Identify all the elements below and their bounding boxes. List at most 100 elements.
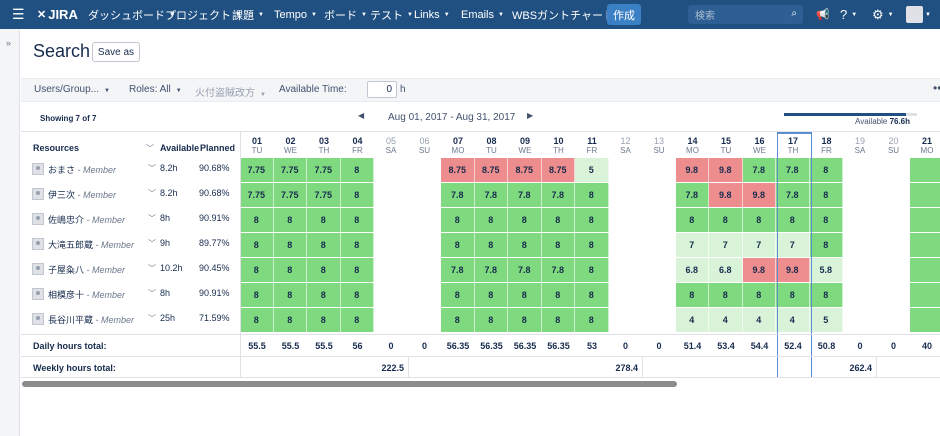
hours-cell[interactable]: 7 <box>776 233 810 257</box>
hours-cell[interactable]: 8 <box>474 208 508 232</box>
hours-cell[interactable]: 8 <box>307 208 341 232</box>
user-avatar[interactable] <box>906 6 923 23</box>
hours-cell[interactable]: 8 <box>508 283 542 307</box>
hours-cell[interactable]: 7.8 <box>776 158 810 182</box>
hours-cell[interactable]: 8 <box>575 308 609 332</box>
hours-cell[interactable]: 7.8 <box>508 183 542 207</box>
nav-tempo[interactable]: Tempo ▼ <box>274 8 317 21</box>
jira-logo[interactable]: ✕ JIRA <box>37 7 78 22</box>
expand-row-chevron-icon[interactable]: ﹀ <box>148 214 156 223</box>
scrollbar-thumb[interactable] <box>22 381 677 387</box>
hours-cell[interactable]: 9.8 <box>776 258 810 282</box>
hours-cell[interactable]: 9.8 <box>675 158 709 182</box>
hours-cell[interactable]: 8 <box>508 308 542 332</box>
hours-cell[interactable]: 8 <box>340 308 374 332</box>
hours-cell[interactable]: 8 <box>742 283 776 307</box>
hours-cell[interactable]: 7.75 <box>273 183 307 207</box>
hours-cell[interactable]: 4 <box>776 308 810 332</box>
megaphone-icon[interactable]: 📢 <box>816 9 830 21</box>
hours-cell[interactable]: 8 <box>508 233 542 257</box>
hours-cell[interactable]: 7.8 <box>776 183 810 207</box>
resource-name[interactable]: おまさ - Member <box>48 165 117 175</box>
resource-name[interactable]: 佐嶋忠介 - Member <box>48 215 126 225</box>
nav-boards[interactable]: ボード ▼ <box>324 9 367 22</box>
hours-cell[interactable]: 8 <box>340 183 374 207</box>
hours-cell[interactable]: 8 <box>508 208 542 232</box>
hours-cell[interactable]: 9.8 <box>742 258 776 282</box>
hours-cell[interactable]: 8 <box>575 183 609 207</box>
hours-cell[interactable]: 8 <box>709 208 743 232</box>
hours-cell[interactable]: 8 <box>809 158 843 182</box>
hours-cell[interactable]: 8 <box>809 233 843 257</box>
hours-cell[interactable]: 7.8 <box>675 183 709 207</box>
hours-cell[interactable]: 8 <box>675 208 709 232</box>
nav-issues[interactable]: 課題 ▼ <box>232 9 264 22</box>
hours-cell[interactable]: 6.8 <box>709 258 743 282</box>
hours-cell[interactable]: 7.8 <box>541 183 575 207</box>
expand-row-chevron-icon[interactable]: ﹀ <box>148 314 156 323</box>
hours-cell[interactable]: 8 <box>441 208 475 232</box>
search-input[interactable]: 検索 ⌕ <box>688 5 803 24</box>
hours-cell[interactable]: 8 <box>474 308 508 332</box>
prev-period-icon[interactable]: ◀ <box>358 111 365 120</box>
hours-cell[interactable] <box>910 233 940 257</box>
resource-name[interactable]: 相模彦十 - Member <box>48 290 126 300</box>
hours-cell[interactable] <box>910 308 940 332</box>
hours-cell[interactable]: 8 <box>575 233 609 257</box>
hours-cell[interactable]: 8 <box>441 308 475 332</box>
hours-cell[interactable]: 8 <box>307 283 341 307</box>
hours-cell[interactable]: 8 <box>340 233 374 257</box>
hours-cell[interactable]: 8 <box>240 283 274 307</box>
horizontal-scrollbar[interactable] <box>21 380 940 388</box>
sidebar-toggle[interactable]: » <box>0 29 20 436</box>
nav-tests[interactable]: テスト ▼ <box>370 9 413 22</box>
hours-cell[interactable]: 8.75 <box>508 158 542 182</box>
hours-cell[interactable]: 8 <box>675 283 709 307</box>
hours-cell[interactable]: 7.75 <box>307 183 341 207</box>
hours-cell[interactable]: 8 <box>340 283 374 307</box>
hours-cell[interactable] <box>910 158 940 182</box>
help-icon[interactable]: ? ▼ <box>840 7 858 22</box>
hours-cell[interactable] <box>910 283 940 307</box>
hours-cell[interactable]: 8 <box>474 283 508 307</box>
users-groups-filter[interactable]: Users/Group... ▼ <box>34 84 110 95</box>
hours-cell[interactable]: 4 <box>675 308 709 332</box>
group-filter[interactable]: 火付盗賊改方 ▼ <box>195 88 266 99</box>
expand-row-chevron-icon[interactable]: ﹀ <box>148 164 156 173</box>
hours-cell[interactable]: 8 <box>240 308 274 332</box>
hours-cell[interactable]: 7 <box>709 233 743 257</box>
hours-cell[interactable]: 8 <box>474 233 508 257</box>
hours-cell[interactable]: 8 <box>340 158 374 182</box>
hours-cell[interactable]: 8 <box>273 308 307 332</box>
hours-cell[interactable]: 8 <box>575 258 609 282</box>
nav-links[interactable]: Links ▼ <box>414 8 450 21</box>
expand-row-chevron-icon[interactable]: ﹀ <box>148 239 156 248</box>
hours-cell[interactable]: 8 <box>575 283 609 307</box>
hours-cell[interactable]: 4 <box>742 308 776 332</box>
hours-cell[interactable]: 7.8 <box>474 258 508 282</box>
hours-cell[interactable]: 8 <box>541 308 575 332</box>
hours-cell[interactable] <box>910 208 940 232</box>
hours-cell[interactable]: 7.75 <box>240 183 274 207</box>
hours-cell[interactable]: 8 <box>273 283 307 307</box>
hours-cell[interactable]: 8 <box>809 208 843 232</box>
hours-cell[interactable]: 7.8 <box>441 183 475 207</box>
hours-cell[interactable]: 8.75 <box>474 158 508 182</box>
hours-cell[interactable]: 8.75 <box>541 158 575 182</box>
hours-cell[interactable]: 7.75 <box>273 158 307 182</box>
expand-row-chevron-icon[interactable]: ﹀ <box>148 189 156 198</box>
hours-cell[interactable]: 8 <box>809 183 843 207</box>
resource-name[interactable]: 伊三次 - Member <box>48 190 117 200</box>
resource-name[interactable]: 長谷川平蔵 - Member <box>48 315 135 325</box>
resource-name[interactable]: 大滝五郎蔵 - Member <box>48 240 135 250</box>
hours-cell[interactable] <box>910 258 940 282</box>
hours-cell[interactable]: 6.8 <box>675 258 709 282</box>
hours-cell[interactable]: 7.75 <box>307 158 341 182</box>
app-switcher-icon[interactable]: ☰ <box>12 6 25 22</box>
hours-cell[interactable] <box>910 183 940 207</box>
hours-cell[interactable]: 7.75 <box>240 158 274 182</box>
hours-cell[interactable]: 8 <box>340 258 374 282</box>
resource-name[interactable]: 子屋粂八 - Member <box>48 265 126 275</box>
hours-cell[interactable]: 8 <box>709 283 743 307</box>
available-time-input[interactable]: 0 <box>367 81 397 98</box>
